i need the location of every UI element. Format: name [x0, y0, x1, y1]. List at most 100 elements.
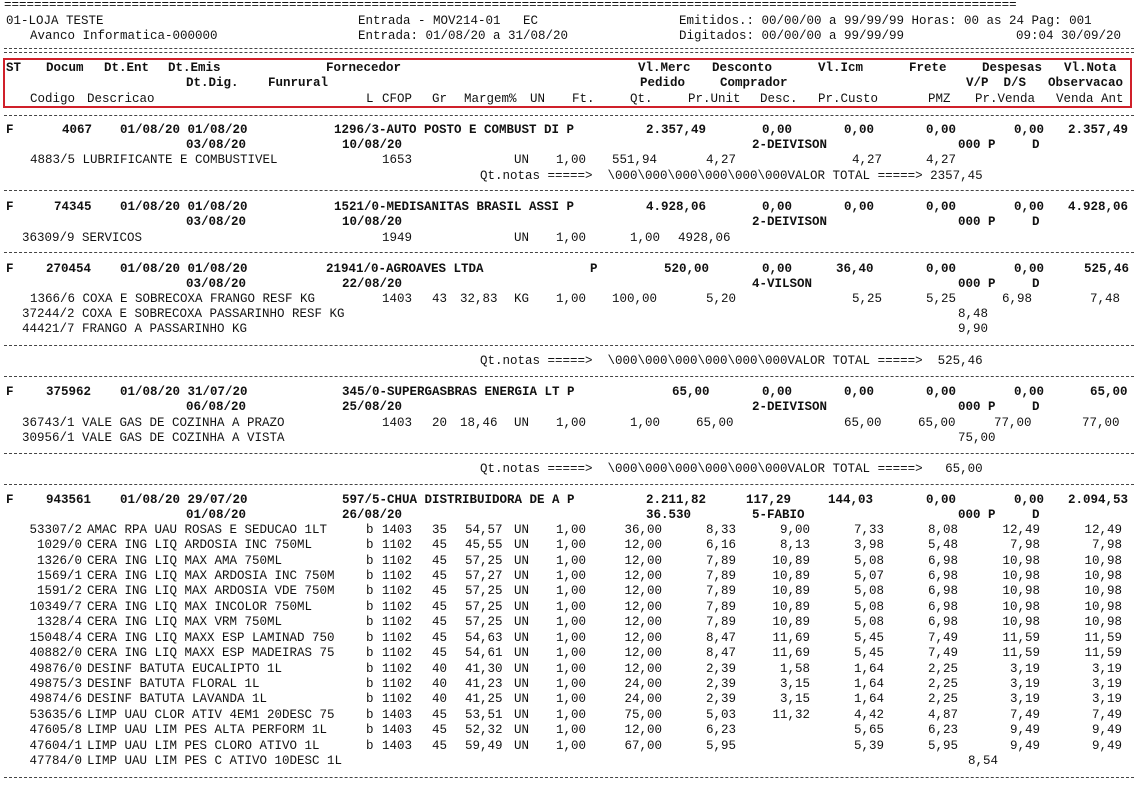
item-sale-price: 10,98: [1002, 569, 1040, 583]
item-description: LIMP UAU CLOR ATIV 4EM1 20DESC 75: [87, 708, 335, 722]
report-cell: 22/08/20: [342, 277, 403, 291]
item-qty: 12,00: [624, 569, 662, 583]
header-divider: [4, 48, 1134, 53]
item-cfop: 1102: [382, 677, 413, 691]
item-group: 45: [432, 615, 448, 629]
column-header: Dt.Ent: [104, 61, 150, 75]
item-margin: 41,25: [465, 692, 503, 706]
column-header: Pedido: [640, 76, 686, 90]
item-sale-price: 3,19: [1009, 662, 1040, 676]
column-header: CFOP: [382, 92, 413, 106]
item-pmz: 6,98: [927, 569, 958, 583]
item-unit-price: 7,89: [705, 600, 736, 614]
item-group: 40: [432, 677, 448, 691]
item-previous-price: 11,59: [1084, 646, 1122, 660]
column-header: Fornecedor: [326, 61, 402, 75]
item-cfop: 1403: [382, 523, 413, 537]
item-discount: 3,15: [779, 677, 810, 691]
report-cell: 5-FABIO: [752, 508, 805, 522]
item-margin: 57,25: [465, 615, 503, 629]
item-group: 40: [432, 692, 448, 706]
report-cell: 0,00: [1014, 200, 1045, 214]
item-discount: 10,89: [772, 584, 810, 598]
report-cell: 65,00: [844, 416, 882, 430]
item-flag: b: [366, 569, 374, 583]
item-cost: 5,39: [853, 739, 884, 753]
item-cost: 1,64: [853, 662, 884, 676]
column-header: UN: [530, 92, 546, 106]
report-cell: 0,00: [762, 262, 793, 276]
item-qty: 12,00: [624, 615, 662, 629]
report-cell: 36.530: [646, 508, 692, 522]
report-cell: F: [6, 262, 14, 276]
column-header: Dt.Dig.: [186, 76, 239, 90]
item-group: 45: [432, 569, 448, 583]
item-previous-price: 10,98: [1084, 569, 1122, 583]
item-description: LIMP UAU LIM PES C ATIVO 10DESC 1L: [87, 754, 343, 768]
report-cell: 37244/2 COXA E SOBRECOXA PASSARINHO RESF…: [22, 307, 345, 321]
item-pmz: 6,23: [927, 723, 958, 737]
item-sale-price: 3,19: [1009, 692, 1040, 706]
item-discount: 1,58: [779, 662, 810, 676]
item-unit-price: 7,89: [705, 554, 736, 568]
item-code: 49876/0: [29, 662, 82, 676]
report-cell: 25/08/20: [342, 400, 403, 414]
item-code: 53307/2: [29, 523, 82, 537]
report-cell: 43: [432, 292, 448, 306]
item-margin: 41,23: [465, 677, 503, 691]
column-header: Docum: [46, 61, 84, 75]
item-cfop: 1102: [382, 554, 413, 568]
item-qty: 12,00: [624, 646, 662, 660]
report-cell: 943561: [46, 493, 92, 507]
column-header: L: [366, 92, 374, 106]
report-cell: 0,00: [926, 200, 957, 214]
report-cell: F: [6, 123, 14, 137]
item-flag: b: [366, 600, 374, 614]
item-factor: 1,00: [556, 692, 587, 706]
item-description: CERA ING LIQ MAX ARDOSIA INC 750M: [87, 569, 335, 583]
item-sale-price: 7,49: [1009, 708, 1040, 722]
item-cost: 4,42: [853, 708, 884, 722]
item-unit-price: 7,89: [705, 569, 736, 583]
report-cell: Qt.notas =====> \000\000\000\000\000\000…: [480, 169, 983, 183]
item-discount: 10,89: [772, 600, 810, 614]
item-unit: UN: [514, 692, 530, 706]
column-header: Despesas: [982, 61, 1043, 75]
item-description: LIMP UAU LIM PES ALTA PERFORM 1L: [87, 723, 328, 737]
item-unit: UN: [514, 677, 530, 691]
report-cell: 4883/5 LUBRIFICANTE E COMBUSTIVEL: [30, 153, 278, 167]
item-flag: b: [366, 523, 374, 537]
item-factor: 1,00: [556, 600, 587, 614]
item-previous-price: 10,98: [1084, 615, 1122, 629]
item-cost: 5,08: [853, 600, 884, 614]
item-qty: 75,00: [624, 708, 662, 722]
column-header: ST: [6, 61, 22, 75]
report-cell: 1521/0-MEDISANITAS BRASIL ASSI P: [334, 200, 575, 214]
item-cost: 3,98: [853, 538, 884, 552]
report-cell: 03/08/20: [186, 215, 247, 229]
report-cell: 100,00: [612, 292, 658, 306]
report-cell: 4-VILSON: [752, 277, 813, 291]
column-header: Funrural: [268, 76, 329, 90]
report-cell: 36,40: [836, 262, 874, 276]
report-cell: 20: [432, 416, 448, 430]
report-cell: F: [6, 200, 14, 214]
report-cell: 1,00: [556, 231, 587, 245]
item-unit: UN: [514, 739, 530, 753]
item-code: 47604/1: [29, 739, 82, 753]
item-previous-price: 3,19: [1091, 662, 1122, 676]
item-factor: 1,00: [556, 739, 587, 753]
item-unit: UN: [514, 708, 530, 722]
item-unit: UN: [514, 523, 530, 537]
report-cell: Qt.notas =====> \000\000\000\000\000\000…: [480, 354, 983, 368]
item-factor: 1,00: [556, 584, 587, 598]
item-previous-price: 7,98: [1091, 538, 1122, 552]
item-flag: b: [366, 538, 374, 552]
report-cell: 000 P: [958, 400, 996, 414]
report-cell: 65,00: [672, 385, 710, 399]
report-cell: 2.211,82: [646, 493, 707, 507]
item-discount: 10,89: [772, 615, 810, 629]
item-unit: UN: [514, 600, 530, 614]
item-pmz: 2,25: [927, 662, 958, 676]
item-group: 40: [432, 662, 448, 676]
